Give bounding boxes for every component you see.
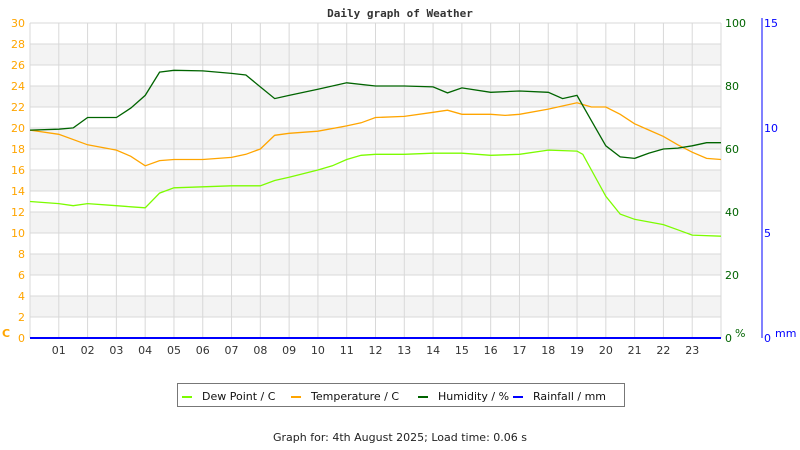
series-line-humidity [29,69,721,160]
x-tick-label: 11 [340,344,354,357]
left-tick-label: 20 [11,122,25,135]
right-tick-label: 60 [725,143,739,156]
x-tick-label: 04 [138,344,152,357]
x-tick-label: 23 [685,344,699,357]
x-tick-label: 09 [282,344,296,357]
legend-label: Humidity / % [438,390,509,403]
right-tick-label: 0 [725,332,732,345]
x-tick-label: 12 [369,344,383,357]
footer-text: Graph for: 4th August 2025; Load time: 0… [273,431,527,444]
x-tick-label: 08 [253,344,267,357]
legend-label: Dew Point / C [202,390,276,403]
x-tick-label: 06 [196,344,210,357]
left-tick-label: 2 [18,311,25,324]
x-tick-label: 01 [52,344,66,357]
left-tick-label: 6 [18,269,25,282]
left-tick-label: 10 [11,227,25,240]
legend-label: Temperature / C [310,390,399,403]
x-tick-label: 21 [628,344,642,357]
rain-tick-label: 5 [764,227,771,240]
x-tick-label: 13 [397,344,411,357]
legend-box [177,383,625,407]
left-tick-label: 12 [11,206,25,219]
chart-title: Daily graph of Weather [327,7,473,20]
x-tick-label: 10 [311,344,325,357]
x-tick-label: 22 [656,344,670,357]
x-tick-label: 19 [570,344,584,357]
x-tick-label: 16 [484,344,498,357]
left-tick-label: 4 [18,290,25,303]
legend-label: Rainfall / mm [533,390,606,403]
series-line-dew [29,149,722,237]
rain-tick-label: 15 [764,17,778,30]
right-tick-label: 80 [725,80,739,93]
left-tick-label: 26 [11,59,25,72]
left-tick-label: 14 [11,185,25,198]
left-tick-label: 22 [11,101,25,114]
rain-tick-label: 10 [764,122,778,135]
x-tick-label: 17 [512,344,526,357]
left-tick-label: 8 [18,248,25,261]
x-tick-label: 05 [167,344,181,357]
x-tick-label: 18 [541,344,555,357]
x-tick-label: 20 [599,344,613,357]
left-tick-label: 18 [11,143,25,156]
left-tick-label: 16 [11,164,25,177]
left-tick-label: 0 [18,332,25,345]
series-line-temperature [29,102,722,167]
right-tick-label: 40 [725,206,739,219]
x-tick-label: 07 [225,344,239,357]
right-tick-label: 20 [725,269,739,282]
left-axis-unit: C [2,327,10,340]
x-tick-label: 03 [109,344,123,357]
x-tick-label: 14 [426,344,440,357]
left-tick-label: 24 [11,80,25,93]
right-tick-label: 100 [725,17,746,30]
rain-axis-unit: mm [775,327,796,340]
right-axis-unit: % [735,327,745,340]
rain-tick-label: 0 [764,332,771,345]
x-tick-label: 15 [455,344,469,357]
left-tick-label: 30 [11,17,25,30]
x-tick-label: 02 [81,344,95,357]
left-tick-label: 28 [11,38,25,51]
